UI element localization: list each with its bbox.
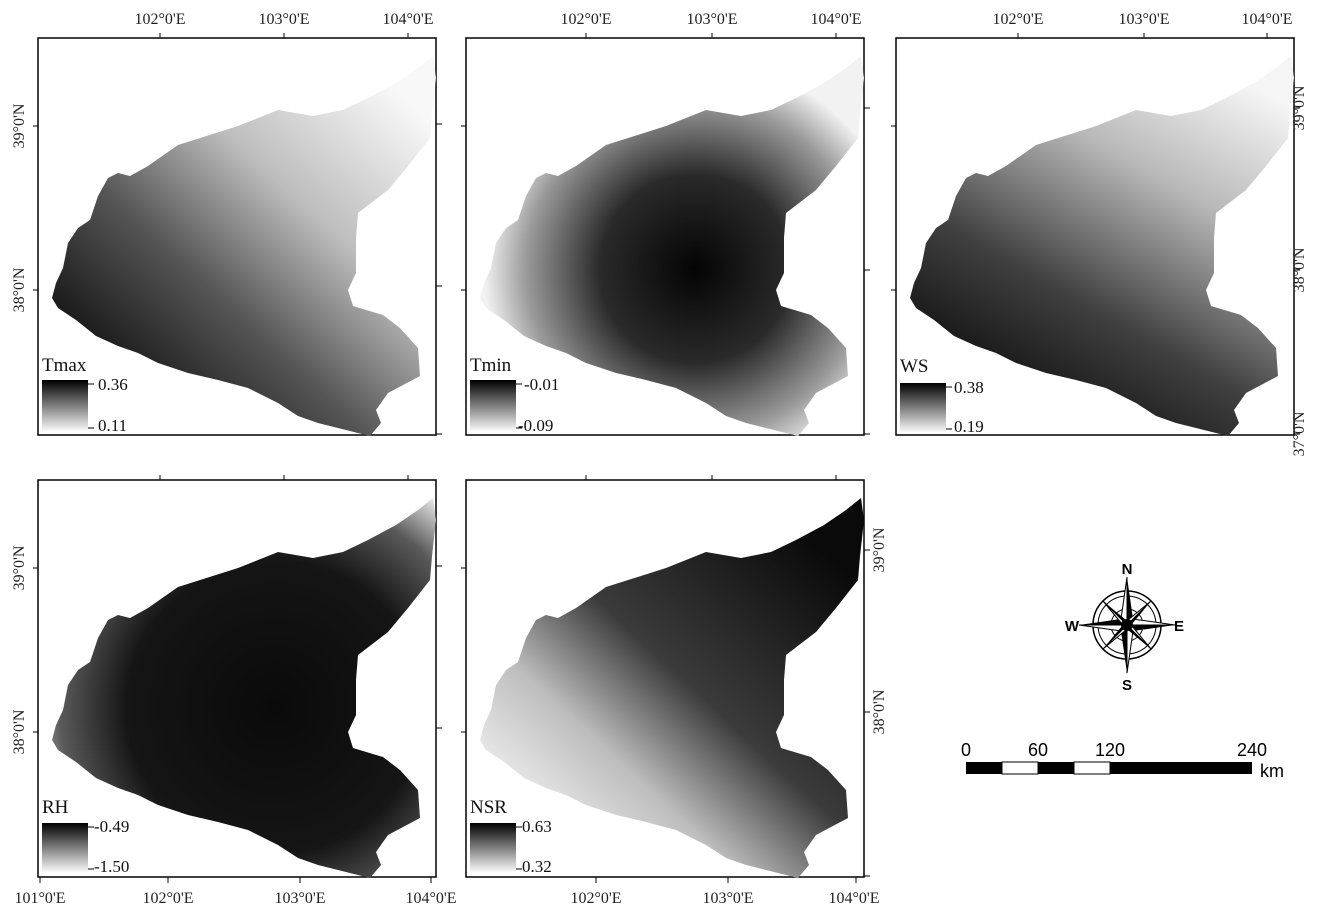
lon-tick: 103°0'E xyxy=(686,11,737,28)
lon-tick: 103°0'E xyxy=(702,890,753,907)
lon-tick: 102°0'E xyxy=(992,11,1043,28)
legend-min: 0.32 xyxy=(522,857,552,876)
colorbar-tmax: Tmax 0.36 0.11 xyxy=(42,355,128,435)
variable-label: Tmin xyxy=(470,355,512,376)
scale-unit: km xyxy=(1260,761,1284,781)
panel-tmin: Tmin -0.01 -0.09 102°0'E 103°0'E 104°0'E xyxy=(461,11,870,436)
legend-max: -0.49 xyxy=(94,817,129,836)
lon-tick: 104°0'E xyxy=(1241,11,1292,28)
variable-label: Tmax xyxy=(42,355,87,376)
compass-star-icon xyxy=(1078,576,1176,674)
legend-min: -0.09 xyxy=(518,416,553,435)
compass-north: N xyxy=(1122,561,1133,578)
lon-tick: 103°0'E xyxy=(274,890,325,907)
compass-rose: N S E W xyxy=(1065,561,1184,694)
map-frame xyxy=(895,37,1295,436)
top-ticks: 102°0'E 103°0'E 104°0'E xyxy=(992,11,1293,38)
lon-tick: 102°0'E xyxy=(134,11,185,28)
variable-label: NSR xyxy=(470,797,507,818)
lat-tick: 38°0'N xyxy=(11,267,28,312)
legend-max: 0.63 xyxy=(522,817,552,836)
lat-tick: 38°0'N xyxy=(871,689,888,734)
bottom-ticks: 102°0'E 103°0'E 104°0'E xyxy=(570,877,880,907)
compass-south: S xyxy=(1122,677,1132,694)
colorbar-tmin: Tmin -0.01 -0.09 xyxy=(470,355,559,435)
right-ticks: 39°0'N 38°0'N xyxy=(461,527,888,877)
map-frame xyxy=(37,37,437,436)
lon-tick: 102°0'E xyxy=(570,890,621,907)
lat-tick: 39°0'N xyxy=(11,545,28,590)
lat-tick: 37°0'N xyxy=(1291,411,1308,456)
compass-west: W xyxy=(1065,618,1080,635)
top-ticks: 102°0'E 103°0'E 104°0'E xyxy=(134,11,434,38)
left-ticks: 39°0'N 38°0'N xyxy=(11,545,38,754)
scale-label: 60 xyxy=(1028,740,1048,760)
lon-tick: 103°0'E xyxy=(258,11,309,28)
lon-tick: 102°0'E xyxy=(142,890,193,907)
legend-max: 0.38 xyxy=(954,378,984,397)
lon-tick: 102°0'E xyxy=(560,11,611,28)
lon-tick: 104°0'E xyxy=(810,11,861,28)
compass-east: E xyxy=(1174,618,1184,635)
legend-max: 0.36 xyxy=(98,375,128,394)
scale-label: 120 xyxy=(1095,740,1125,760)
legend-min: -1.50 xyxy=(94,857,129,876)
top-ticks: 102°0'E 103°0'E 104°0'E xyxy=(560,11,862,38)
lon-tick: 104°0'E xyxy=(828,890,879,907)
lat-tick: 38°0'N xyxy=(1291,247,1308,292)
legend-min: 0.19 xyxy=(954,417,984,436)
scale-label: 0 xyxy=(961,740,971,760)
lat-tick: 38°0'N xyxy=(11,709,28,754)
colorbar-ws: WS 0.38 0.19 xyxy=(900,356,984,436)
legend-min: 0.11 xyxy=(98,416,127,435)
panel-nsr: NSR 0.63 0.32 102°0'E 103°0'E 104°0'E 39… xyxy=(461,475,888,907)
variable-label: WS xyxy=(900,356,929,377)
lat-tick: 39°0'N xyxy=(1291,85,1308,130)
lon-tick: 103°0'E xyxy=(1118,11,1169,28)
scale-bar: 0 60 120 240 km xyxy=(961,740,1284,781)
left-ticks: 39°0'N 38°0'N xyxy=(11,103,38,312)
map-frame xyxy=(37,479,437,878)
scale-label: 240 xyxy=(1237,740,1267,760)
panel-ws: WS 0.38 0.19 102°0'E 103°0'E 104°0'E 39°… xyxy=(891,11,1308,456)
map-frame xyxy=(465,479,865,878)
lat-tick: 39°0'N xyxy=(11,103,28,148)
lon-tick: 104°0'E xyxy=(382,11,433,28)
lon-tick: 104°0'E xyxy=(405,890,456,907)
legend-max: -0.01 xyxy=(524,375,559,394)
panel-rh: RH -0.49 -1.50 39°0'N 38°0'N 101°0'E 102… xyxy=(11,475,457,907)
lon-tick: 101°0'E xyxy=(14,890,65,907)
bottom-ticks: 101°0'E 102°0'E 103°0'E 104°0'E xyxy=(14,877,457,907)
map-frame xyxy=(465,37,865,436)
variable-label: RH xyxy=(42,797,69,818)
panel-tmax: Tmax 0.36 0.11 102°0'E 103°0'E 104°0'E 3… xyxy=(11,11,442,436)
colorbar-rh: RH -0.49 -1.50 xyxy=(42,797,129,876)
right-ticks: 39°0'N 38°0'N 37°0'N xyxy=(891,85,1308,456)
colorbar-nsr: NSR 0.63 0.32 xyxy=(470,797,552,876)
lat-tick: 39°0'N xyxy=(871,527,888,572)
